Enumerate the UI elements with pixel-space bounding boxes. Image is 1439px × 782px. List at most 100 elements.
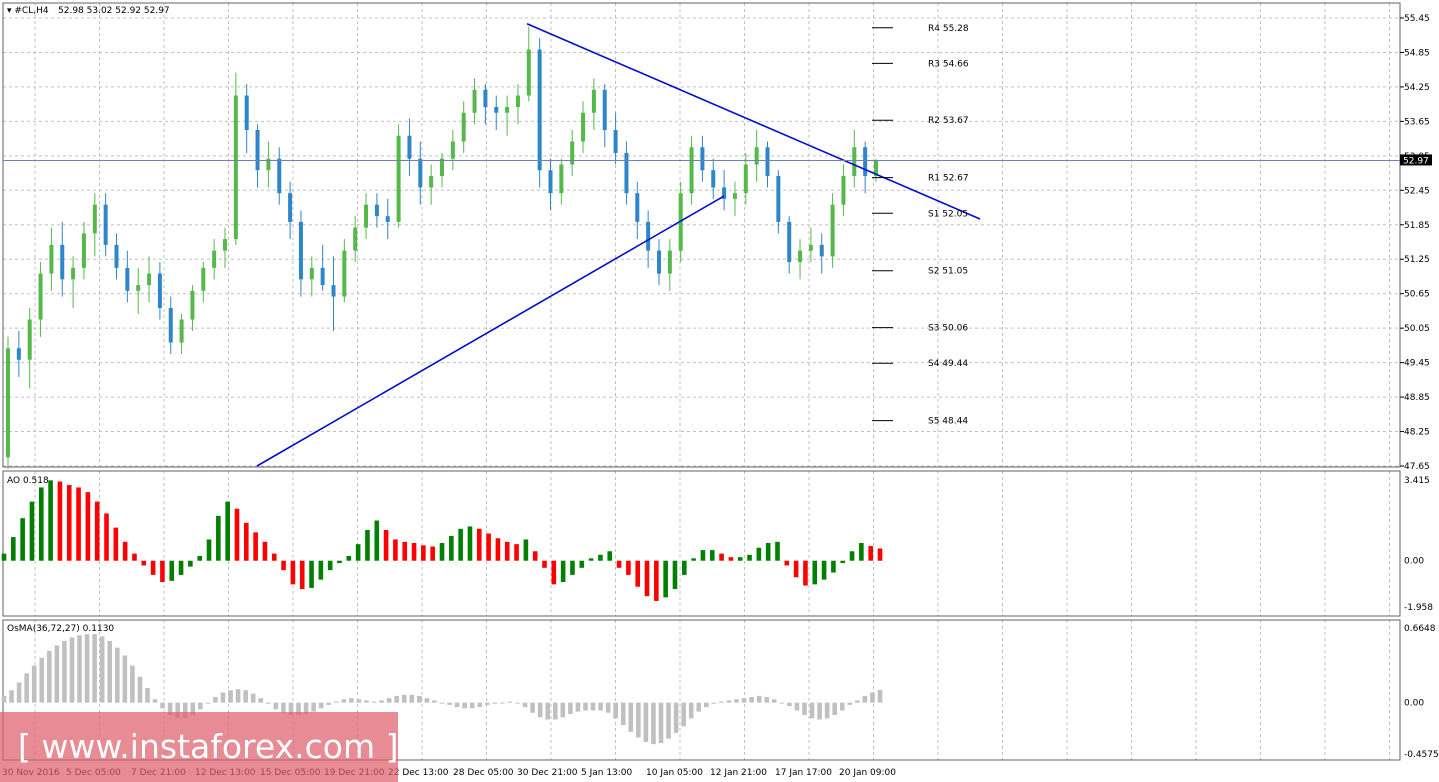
ao-bar bbox=[523, 539, 529, 561]
osma-bar bbox=[794, 702, 800, 711]
osma-bar bbox=[711, 702, 717, 704]
candle-body bbox=[353, 227, 358, 251]
candle-body bbox=[819, 244, 824, 257]
candle-body bbox=[190, 290, 195, 320]
pivot-label: S1 52.05 bbox=[928, 209, 968, 219]
candle-body bbox=[711, 170, 716, 188]
candle-body bbox=[874, 160, 878, 176]
time-tick-label: 12 Jan 21:00 bbox=[710, 768, 767, 778]
candle-body bbox=[16, 348, 21, 360]
osma-bar bbox=[719, 701, 724, 703]
ao-bar bbox=[812, 560, 818, 585]
ao-bar bbox=[243, 522, 249, 561]
ao-bar bbox=[383, 529, 389, 561]
osma-bar bbox=[349, 698, 354, 703]
osma-bar bbox=[77, 635, 82, 703]
candle-body bbox=[657, 250, 661, 274]
ao-bar bbox=[439, 542, 445, 561]
symbol-label: ▾ #CL,H4 bbox=[7, 6, 49, 16]
ao-bar bbox=[588, 558, 594, 561]
osma-bar bbox=[636, 702, 641, 738]
ao-label: AO 0.518 bbox=[7, 476, 49, 486]
ao-bar bbox=[747, 554, 752, 561]
osma-bar bbox=[696, 702, 702, 712]
osma-bar bbox=[401, 694, 407, 703]
osma-bar bbox=[726, 700, 732, 703]
candle-body bbox=[71, 267, 76, 280]
osma-bar bbox=[568, 702, 573, 714]
osma-bar bbox=[613, 702, 618, 719]
candle-body bbox=[125, 267, 130, 291]
osma-bar bbox=[575, 702, 581, 712]
osma-bar bbox=[749, 697, 754, 703]
ao-bar bbox=[821, 560, 827, 580]
osma-bar bbox=[364, 700, 369, 703]
osma-bar bbox=[386, 698, 392, 703]
osma-bar bbox=[281, 702, 286, 713]
osma-bar bbox=[9, 690, 14, 703]
ao-bar bbox=[700, 550, 706, 561]
osma-bar bbox=[145, 688, 150, 703]
osma-bar bbox=[469, 702, 475, 709]
ao-bar bbox=[784, 560, 790, 566]
watermark: [ www.instaforex.com ] bbox=[0, 712, 398, 782]
candle-body bbox=[266, 158, 271, 171]
osma-bar bbox=[228, 690, 233, 703]
candle-body bbox=[841, 175, 846, 205]
osma-label: OsMA(36,72,27) 0.1130 bbox=[7, 624, 114, 634]
ao-bar bbox=[663, 560, 668, 598]
ao-bar bbox=[150, 560, 156, 575]
candle-body bbox=[6, 348, 10, 458]
ao-bar bbox=[579, 560, 585, 568]
osma-bar bbox=[485, 702, 490, 705]
ao-bar bbox=[691, 558, 696, 561]
osma-bar bbox=[114, 647, 120, 703]
candle-body bbox=[60, 244, 65, 280]
osma-bar bbox=[620, 702, 626, 726]
ao-bar bbox=[38, 487, 44, 561]
ao-bar bbox=[122, 541, 128, 561]
ao-bar bbox=[644, 560, 650, 597]
osma-bar bbox=[651, 702, 656, 745]
osma-bar bbox=[462, 702, 467, 709]
candle-body bbox=[201, 267, 206, 291]
candle-body bbox=[537, 49, 542, 171]
candle-body bbox=[765, 147, 770, 176]
osma-bar bbox=[492, 702, 498, 704]
candle-body bbox=[689, 147, 694, 194]
osma-bar bbox=[356, 699, 362, 703]
candle-body bbox=[331, 285, 336, 297]
osma-tick-label: 0.00 bbox=[1404, 699, 1424, 709]
ao-bar bbox=[551, 560, 557, 585]
ao-bar bbox=[542, 560, 547, 568]
osma-bar bbox=[167, 702, 173, 715]
candle-body bbox=[288, 193, 293, 222]
time-tick-label: 28 Dec 05:00 bbox=[453, 768, 514, 778]
osma-bar bbox=[54, 645, 60, 703]
candle-body bbox=[342, 250, 347, 297]
candle-body bbox=[852, 147, 857, 176]
osma-bar bbox=[424, 698, 430, 703]
ao-bar bbox=[635, 560, 641, 587]
candle-body bbox=[754, 147, 759, 165]
time-tick-label: 17 Jan 17:00 bbox=[775, 768, 832, 778]
candle-body bbox=[667, 250, 672, 274]
osma-bar bbox=[311, 702, 316, 712]
osma-bar bbox=[839, 702, 845, 711]
ao-bar bbox=[681, 560, 687, 575]
ao-bar bbox=[402, 541, 408, 561]
ao-bar bbox=[532, 551, 538, 561]
ao-bar bbox=[374, 520, 380, 561]
pivot-label: S3 50.06 bbox=[928, 324, 968, 334]
ao-bar bbox=[467, 526, 473, 561]
candle-body bbox=[505, 107, 510, 113]
ao-tick-label: -1.958 bbox=[1404, 603, 1433, 613]
time-tick-label: 5 Jan 13:00 bbox=[581, 768, 633, 778]
candle-body bbox=[863, 147, 868, 176]
pivot-label: S4 49.44 bbox=[928, 359, 968, 369]
osma-bar bbox=[303, 702, 309, 714]
price-tick-label: 48.85 bbox=[1404, 393, 1430, 403]
ao-bar bbox=[514, 544, 519, 561]
candle-body bbox=[613, 130, 618, 153]
